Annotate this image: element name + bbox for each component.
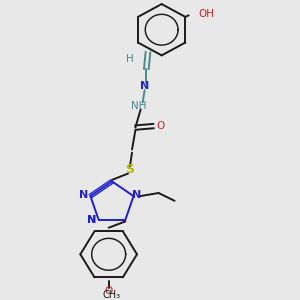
Text: N: N [140, 81, 149, 91]
Text: O: O [104, 286, 113, 296]
Text: H: H [126, 54, 134, 64]
Text: N: N [87, 215, 97, 225]
Text: OH: OH [199, 9, 215, 19]
Text: N: N [79, 190, 88, 200]
Text: N: N [132, 190, 141, 200]
Text: O: O [156, 121, 164, 131]
Text: S: S [125, 163, 134, 176]
Text: N: N [87, 215, 97, 225]
Text: NH: NH [131, 101, 146, 111]
Text: CH₃: CH₃ [102, 290, 120, 300]
